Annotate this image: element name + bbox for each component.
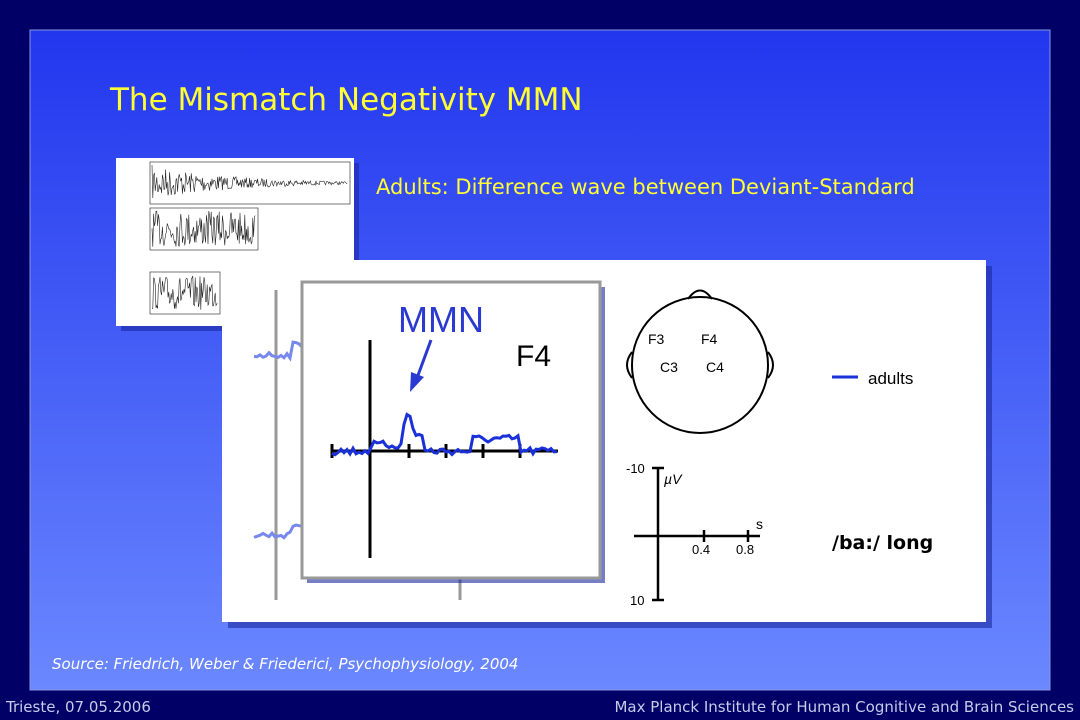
scale-label: 10 <box>630 593 644 608</box>
description: Adults: Difference wave between Deviant-… <box>376 175 915 199</box>
erp-figure: MMN F4 F3 F4 C3 C4 adults -10 µV s 0.4 0… <box>222 260 992 628</box>
electrode-site: F3 <box>648 331 665 347</box>
scale-label: 0.8 <box>736 542 754 557</box>
waveform <box>151 164 348 199</box>
electrode-site: C4 <box>706 359 724 375</box>
scale-label: -10 <box>626 461 645 476</box>
footer-left: Trieste, 07.05.2006 <box>5 698 151 716</box>
electrode-site: F4 <box>701 331 718 347</box>
waveform <box>253 523 303 540</box>
slide-title: The Mismatch Negativity MMN <box>109 82 583 118</box>
mmn-label: MMN <box>398 299 484 340</box>
description-box: Adults: Difference wave between Deviant-… <box>376 175 915 199</box>
electrode-label: F4 <box>516 340 551 373</box>
scale-unit: µV <box>664 471 683 487</box>
legend-label: adults <box>868 369 913 388</box>
footer-right: Max Planck Institute for Human Cognitive… <box>614 698 1074 716</box>
electrode-site: C3 <box>660 359 678 375</box>
condition-label: /ba:/ long <box>832 532 933 554</box>
waveform <box>151 210 256 247</box>
waveform <box>151 275 218 310</box>
scale-unit: s <box>756 516 763 532</box>
waveform <box>253 340 304 362</box>
source: Source: Friedrich, Weber & Friederici, P… <box>52 655 518 673</box>
scale-label: 0.4 <box>692 542 710 557</box>
